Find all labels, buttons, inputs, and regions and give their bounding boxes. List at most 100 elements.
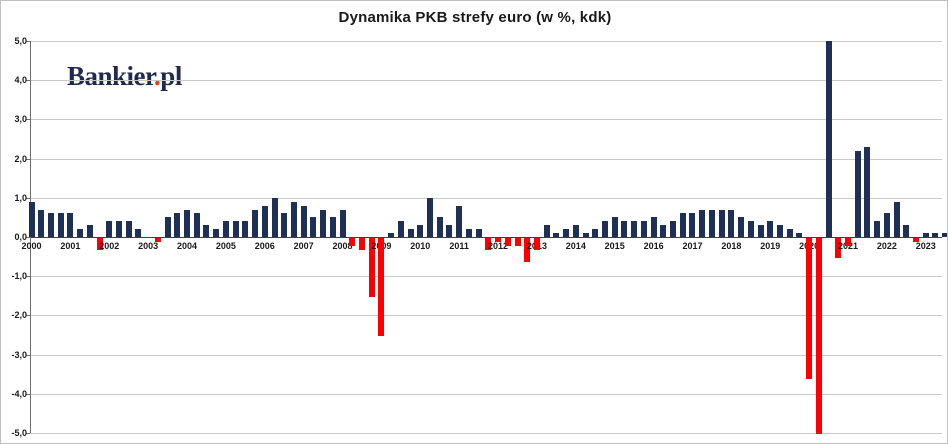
gridline-2,0 <box>29 158 942 160</box>
y-axis-label: 4,0 <box>14 75 27 86</box>
bar-2010-Q1 <box>417 225 424 237</box>
y-tick-2,0 <box>25 158 30 160</box>
bar-2019-Q3 <box>786 229 793 237</box>
bar-2000-Q4 <box>57 213 64 237</box>
bar-2022-Q4 <box>913 238 920 242</box>
bar-2006-Q4 <box>290 201 297 237</box>
bar-2016-Q3 <box>670 221 677 237</box>
bar-2004-Q1 <box>184 209 191 237</box>
gridline-5,0 <box>29 41 942 42</box>
bar-2013-Q1 <box>533 238 540 250</box>
bankier-logo: Bankier.pl <box>67 61 182 92</box>
bar-2019-Q2 <box>776 225 783 237</box>
y-axis-label: -5,0 <box>11 428 27 438</box>
bar-2015-Q4 <box>640 221 647 237</box>
y-tick--4,0 <box>25 393 30 395</box>
y-tick--3,0 <box>25 354 30 356</box>
bar-2017-Q2 <box>699 209 706 237</box>
bar-2003-Q4 <box>174 213 181 237</box>
bar-2000-Q2 <box>38 209 45 237</box>
bar-2014-Q1 <box>572 225 579 237</box>
y-tick--1,0 <box>25 276 30 278</box>
bar-2009-Q2 <box>388 233 395 237</box>
bar-2001-Q1 <box>67 213 74 237</box>
bar-2010-Q2 <box>427 197 434 237</box>
bar-2006-Q3 <box>281 213 288 237</box>
y-axis-label: 3,0 <box>14 114 27 125</box>
bar-2005-Q4 <box>252 209 259 237</box>
x-axis-label-2014: 2014 <box>565 241 586 251</box>
y-axis-label: 1,0 <box>14 192 27 203</box>
gridline--1,0 <box>29 276 942 278</box>
bar-2009-Q3 <box>397 221 404 237</box>
bar-2018-Q2 <box>738 217 745 237</box>
bar-2001-Q3 <box>86 225 93 237</box>
bar-2017-Q1 <box>689 213 696 237</box>
bar-2002-Q1 <box>106 221 113 237</box>
bar-2022-Q2 <box>893 201 900 237</box>
bar-2002-Q2 <box>115 221 122 237</box>
x-axis-label-2016: 2016 <box>643 241 664 251</box>
bar-2012-Q4 <box>524 238 531 262</box>
bar-2008-Q1 <box>339 209 346 237</box>
bar-2021-Q2 <box>854 150 861 237</box>
y-axis-label: 0,0 <box>14 232 27 242</box>
y-tick-1,0 <box>25 197 30 199</box>
bar-2020-Q2 <box>815 238 822 434</box>
bar-2001-Q4 <box>96 238 103 250</box>
bar-2022-Q3 <box>903 225 910 237</box>
y-tick--5,0 <box>25 433 30 434</box>
bar-2005-Q1 <box>222 221 229 237</box>
y-axis-label: -1,0 <box>11 271 27 282</box>
x-axis-label-2021: 2021 <box>837 241 858 251</box>
bar-2002-Q3 <box>125 221 132 237</box>
bar-2014-Q2 <box>582 233 589 237</box>
bar-2007-Q4 <box>329 217 336 237</box>
bar-2005-Q2 <box>232 221 239 237</box>
y-axis-label: -3,0 <box>11 349 27 360</box>
bar-2002-Q4 <box>135 229 142 237</box>
bar-2007-Q1 <box>300 205 307 237</box>
bar-2012-Q2 <box>504 238 511 246</box>
bar-2011-Q2 <box>465 229 472 237</box>
bar-2004-Q3 <box>203 225 210 237</box>
x-axis-label-2018: 2018 <box>721 241 742 251</box>
logo-text-main: Bankier <box>67 61 155 91</box>
bar-2000-Q1 <box>28 201 35 237</box>
y-tick-3,0 <box>25 119 30 121</box>
x-axis-label-2019: 2019 <box>760 241 781 251</box>
bar-2014-Q3 <box>592 229 599 237</box>
bar-2008-Q3 <box>358 238 365 250</box>
x-axis-label-2005: 2005 <box>215 241 236 251</box>
bar-2006-Q2 <box>271 197 278 237</box>
bar-2019-Q1 <box>767 221 774 237</box>
bar-2020-Q1 <box>806 238 813 380</box>
logo-red-dot: . <box>154 61 161 91</box>
y-tick--2,0 <box>25 315 30 317</box>
bar-2018-Q4 <box>757 225 764 237</box>
gridline--5,0 <box>29 433 942 434</box>
y-tick-5,0 <box>25 41 30 42</box>
bar-2013-Q3 <box>553 233 560 237</box>
x-axis-label-2023: 2023 <box>915 241 936 251</box>
bar-2018-Q3 <box>747 221 754 237</box>
bar-2001-Q2 <box>77 229 84 237</box>
bar-2009-Q4 <box>407 229 414 237</box>
bar-2021-Q3 <box>864 146 871 237</box>
bar-2012-Q1 <box>495 238 502 242</box>
bar-2020-Q4 <box>835 238 842 258</box>
gridline--3,0 <box>29 354 942 356</box>
bar-2021-Q1 <box>844 238 851 246</box>
y-axis-label: -4,0 <box>11 388 27 399</box>
x-axis-label-2015: 2015 <box>604 241 625 251</box>
y-axis-label: 2,0 <box>14 153 27 164</box>
gridline-1,0 <box>29 197 942 199</box>
bar-2015-Q1 <box>611 217 618 237</box>
x-axis-label-2010: 2010 <box>410 241 431 251</box>
y-axis-line <box>29 41 31 433</box>
gridline-3,0 <box>29 119 942 121</box>
y-tick-4,0 <box>25 80 30 82</box>
bar-2004-Q2 <box>193 213 200 237</box>
bar-2017-Q3 <box>708 209 715 237</box>
x-axis-label-2006: 2006 <box>254 241 275 251</box>
